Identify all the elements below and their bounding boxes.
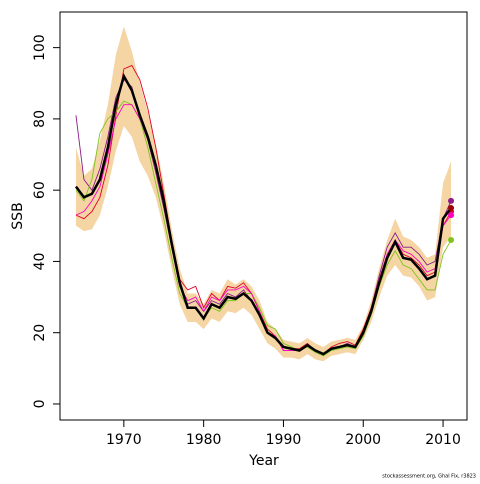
y-tick-label: 0 [32, 400, 48, 409]
y-tick-label: 20 [32, 324, 48, 342]
end-point [448, 204, 455, 211]
series-line [74, 72, 453, 356]
x-tick-label: 1990 [266, 432, 302, 448]
y-axis-label: SSB [10, 202, 26, 229]
end-point [448, 197, 455, 204]
y-tick-label: 60 [32, 181, 48, 199]
end-point [448, 212, 455, 219]
plot-frame [59, 11, 468, 421]
end-point [448, 237, 455, 244]
x-tick-label: 1980 [186, 432, 222, 448]
x-tick-label: 1970 [106, 432, 142, 448]
y-tick-label: 80 [32, 110, 48, 128]
x-axis-label: Year [248, 453, 279, 469]
y-tick-label: 40 [32, 253, 48, 271]
x-tick-label: 2010 [425, 432, 461, 448]
x-tick-label: 2000 [345, 432, 381, 448]
footnote: stockassessment.org, Ghal Fix, r3823 [382, 474, 476, 480]
y-tick-label: 100 [32, 34, 48, 61]
